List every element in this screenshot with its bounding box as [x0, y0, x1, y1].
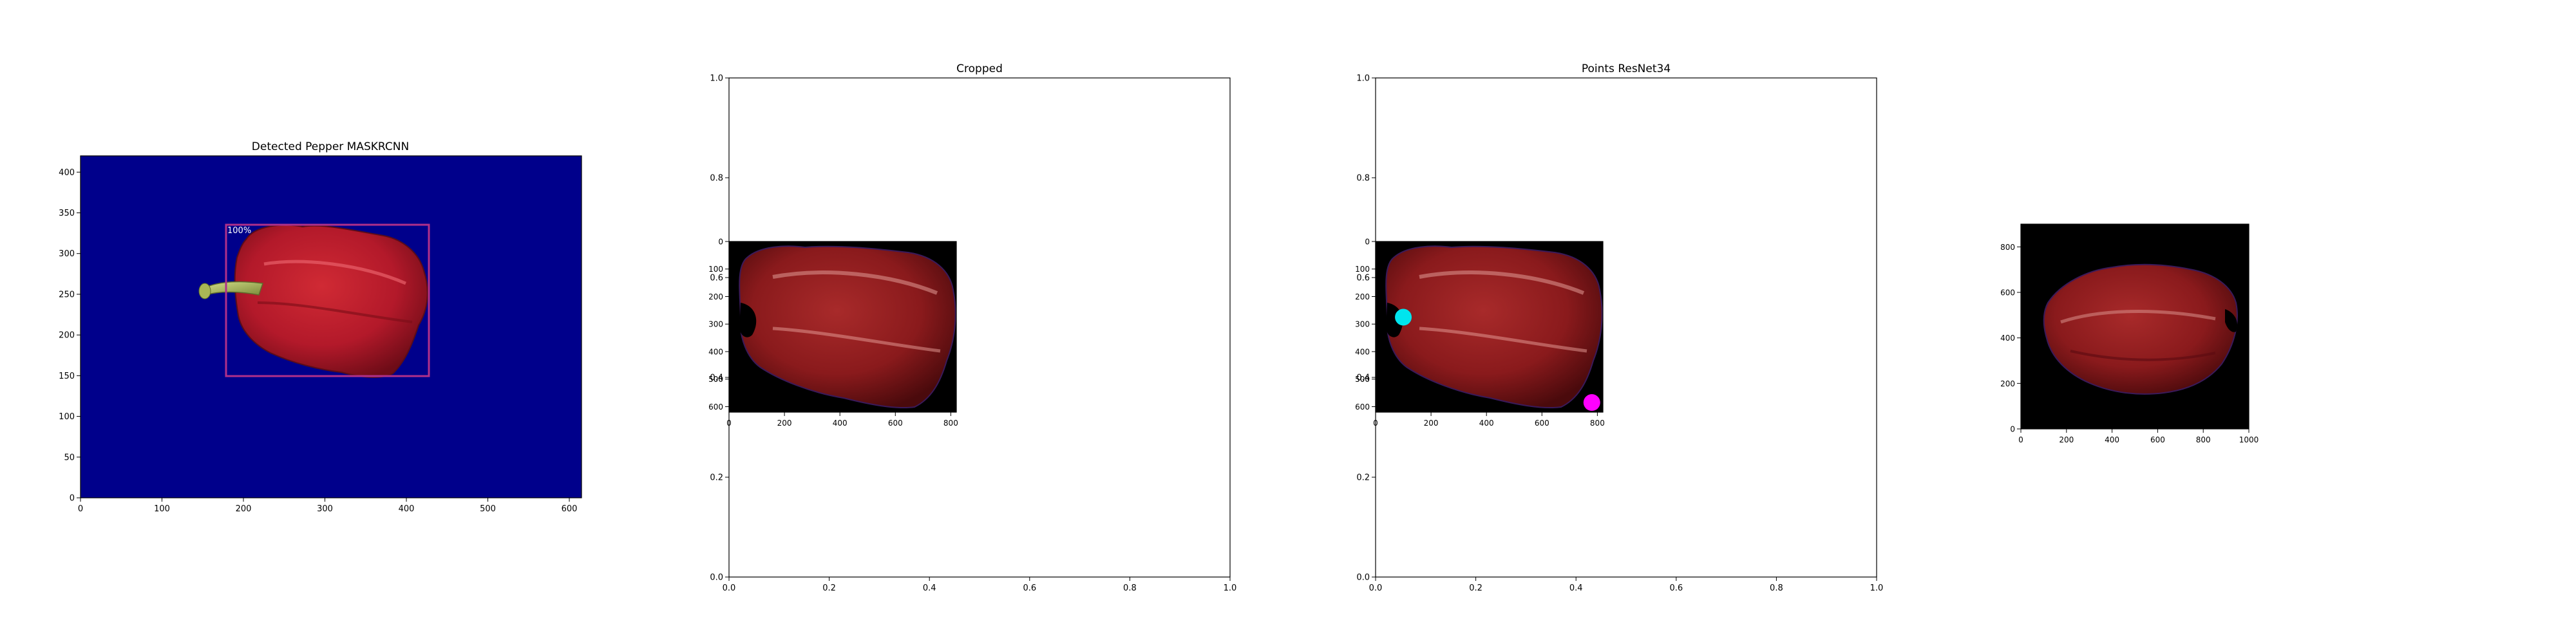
cropped-pepper-image [1376, 242, 1603, 412]
y-tick-label: 0 [2010, 425, 2015, 434]
pepper-image [198, 224, 428, 378]
x-tick-label: 400 [833, 419, 848, 428]
x-tick-label: 1000 [2239, 435, 2259, 444]
y-tick-label: 0.2 [710, 473, 723, 483]
y-tick-label: 200 [2000, 379, 2015, 388]
y-tick-label: 0.2 [1356, 473, 1370, 483]
y-tick-label: 1.0 [710, 74, 723, 84]
x-tick-label: 0.0 [723, 583, 736, 593]
x-tick-label: 600 [888, 419, 903, 428]
y-tick-label: 400 [708, 347, 723, 356]
x-tick-label: 1.0 [1224, 583, 1237, 593]
y-tick-label: 0 [70, 494, 75, 504]
y-tick-label: 0.4 [1356, 374, 1370, 383]
x-tick-label: 200 [1424, 419, 1439, 428]
inset-frame [728, 241, 957, 413]
y-tick-label: 0 [1365, 238, 1370, 247]
x-tick-label: 400 [1479, 419, 1494, 428]
x-tick-label: 0.6 [1023, 583, 1036, 593]
x-tick-label: 400 [2105, 435, 2119, 444]
x-tick-label: 0.0 [1369, 583, 1383, 593]
y-tick-label: 350 [59, 209, 75, 218]
y-tick-label: 100 [59, 412, 75, 422]
y-tick-label: 0.4 [710, 374, 723, 383]
cropped-pepper-image [729, 242, 956, 412]
x-tick-label: 600 [562, 504, 578, 514]
y-tick-label: 600 [708, 402, 723, 412]
y-tick-label: 500 [708, 375, 723, 384]
y-tick-label: 600 [1355, 402, 1370, 412]
y-tick-label: 200 [59, 331, 75, 341]
plot-frame [80, 155, 582, 498]
plot-frame [2020, 223, 2249, 430]
x-tick-label: 800 [1590, 419, 1605, 428]
panel-points: Points ResNet34 0.0 0.2 0.4 0.6 0.8 1.0 0.0 0.… [1355, 62, 1883, 593]
x-tick-label: 0 [1373, 419, 1378, 428]
y-tick-label: 400 [59, 168, 75, 178]
x-tick-label: 0 [78, 504, 83, 514]
x-tick-label: 0.2 [822, 583, 836, 593]
panel-title: Cropped [956, 62, 1003, 75]
x-tick-label: 0.6 [1669, 583, 1683, 593]
x-tick-label: 400 [399, 504, 415, 514]
y-tick-label: 1.0 [1356, 74, 1370, 84]
y-tick-label: 300 [708, 320, 723, 329]
x-tick-label: 1.0 [1870, 583, 1884, 593]
y-tick-label: 100 [1355, 265, 1370, 274]
y-tick-label: 100 [708, 265, 723, 274]
detection-score: 100% [227, 226, 251, 236]
x-tick-label: 200 [236, 504, 252, 514]
x-tick-label: 0.2 [1469, 583, 1482, 593]
panel-detected: Detected Pepper MASKRCNN 100% 0 100 200 300… [59, 140, 582, 514]
y-tick-label: 800 [2000, 243, 2015, 252]
x-tick-label: 500 [480, 504, 496, 514]
y-tick-label: 200 [708, 292, 723, 301]
x-tick-label: 600 [1535, 419, 1549, 428]
x-tick-label: 0 [726, 419, 732, 428]
panel-cropped: Cropped 0.0 0.2 0.4 0.6 0.8 1.0 0.0 0.2 0.4 0.6 0… [708, 62, 1236, 593]
detection-box [225, 223, 430, 377]
y-tick-label: 400 [1355, 347, 1370, 356]
y-tick-label: 0.0 [710, 573, 723, 583]
x-tick-label: 200 [777, 419, 792, 428]
y-tick-label: 400 [2000, 334, 2015, 343]
x-tick-label: 200 [2059, 435, 2074, 444]
inset-frame [1375, 241, 1604, 413]
keypoint-2 [1583, 394, 1600, 412]
x-tick-label: 100 [154, 504, 170, 514]
output-pepper-image [2043, 263, 2238, 395]
x-tick-label: 0.4 [923, 583, 936, 593]
x-tick-label: 600 [2150, 435, 2165, 444]
y-tick-label: 0.8 [1356, 174, 1370, 184]
x-tick-label: 0.8 [1770, 583, 1783, 593]
y-tick-label: 0.6 [710, 274, 723, 283]
panel-output: 0 200 400 600 800 1000 0 200 400 600 800 [2000, 223, 2259, 444]
y-tick-label: 600 [2000, 289, 2015, 298]
y-tick-label: 0 [718, 238, 723, 247]
keypoint-1 [1395, 308, 1412, 326]
y-tick-label: 250 [59, 290, 75, 299]
y-tick-label: 0.6 [1356, 274, 1370, 283]
y-tick-label: 300 [1355, 320, 1370, 329]
y-tick-label: 50 [64, 453, 75, 462]
y-tick-label: 200 [1355, 292, 1370, 301]
y-tick-label: 500 [1355, 375, 1370, 384]
x-tick-label: 0.8 [1123, 583, 1137, 593]
y-tick-label: 0.8 [710, 174, 723, 184]
x-tick-label: 300 [317, 504, 333, 514]
x-tick-label: 800 [2196, 435, 2211, 444]
y-tick-label: 0.0 [1356, 573, 1370, 583]
x-tick-label: 0.4 [1569, 583, 1583, 593]
x-tick-label: 0 [2018, 435, 2023, 444]
y-tick-label: 300 [59, 249, 75, 259]
x-tick-label: 800 [943, 419, 958, 428]
panel-title: Detected Pepper MASKRCNN [252, 140, 409, 153]
panel-title: Points ResNet34 [1582, 62, 1671, 75]
y-tick-label: 150 [59, 372, 75, 381]
